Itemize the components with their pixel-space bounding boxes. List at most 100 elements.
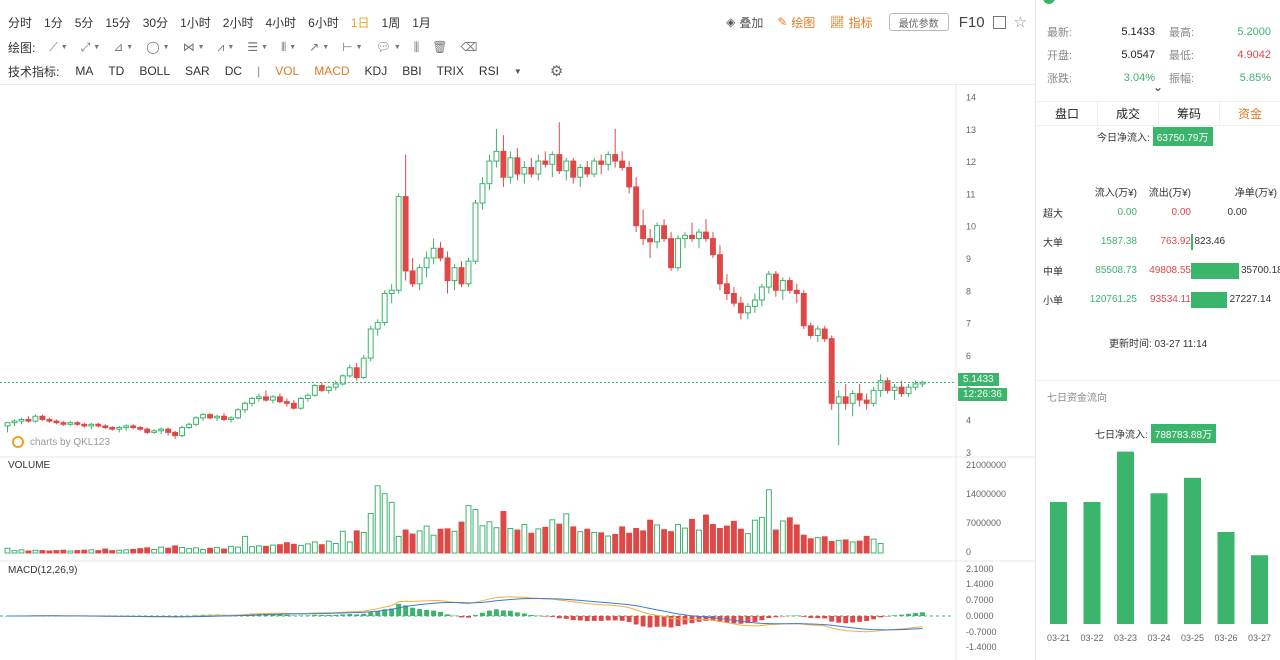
note-tool[interactable]: 💬︎ ▼ [376,40,401,54]
draw-button[interactable]: ✎ 绘图 [777,14,815,31]
tab-2[interactable]: 筹码 [1159,102,1220,125]
macd-tick-label: 1.4000 [966,579,994,589]
macd-histogram-bar [298,615,304,616]
more-indicators-icon[interactable]: ▼ [513,66,522,76]
macd-histogram-bar [829,616,835,622]
star-icon[interactable]: ☆ [1013,14,1027,31]
period-0[interactable]: 分时 [8,15,33,30]
indicator-macd[interactable]: MACD [314,64,350,78]
macd-histogram-bar [375,611,381,616]
overlay-button[interactable]: ◈ 叠加 [726,14,763,31]
period-9[interactable]: 1日 [350,15,370,30]
volume-bar [193,547,200,554]
macd-histogram-bar [584,616,590,622]
vlines-icon: ⦀ [280,39,287,54]
tab-1[interactable]: 成交 [1098,102,1159,125]
candle-body [81,423,88,427]
f10-button[interactable]: F10 [958,13,985,31]
volume-bar [179,546,186,554]
volume-bar [374,485,381,554]
fullscreen-icon[interactable] [992,15,1006,29]
chevron-down-icon[interactable]: ⌄ [1153,80,1164,94]
candle-body [772,273,779,291]
fib-tool[interactable]: ⋈ ▼ [183,40,205,54]
price-tick-label: 13 [966,125,976,135]
candle-body [193,417,200,425]
macd-histogram-bar [759,616,765,621]
volume-tick-label: 14000000 [966,489,1006,499]
volume-bar [458,521,465,554]
period-11[interactable]: 1月 [412,15,431,30]
line-tool[interactable]: ⟋ ▼ [49,40,67,55]
volume-bar [25,550,32,554]
kline-chart[interactable]: 3456789101112131421000000140000007000000… [0,0,1036,660]
volume-bar [200,548,207,554]
indicator-ma[interactable]: MA [75,64,94,78]
pattern-tool[interactable]: ⩘ ▼ [218,40,235,55]
candle-body [325,386,332,391]
indicator-dc[interactable]: DC [224,64,243,78]
flow-net-bar [1191,233,1193,250]
flow-type: 大单 [1043,238,1063,249]
macd-dea-line [7,597,923,631]
header-inflow: 流入(万¥) [1094,187,1137,199]
period-4[interactable]: 30分 [142,15,169,30]
indicator-td[interactable]: TD [108,64,125,78]
flow-out: 0.00 [1171,207,1191,218]
erase-tool[interactable]: ⌫ [461,40,478,54]
ray-tool[interactable]: ⤢ ▼ [81,40,101,55]
indicator-rsi[interactable]: RSI [478,64,499,78]
volume-bar [465,505,472,554]
period-10[interactable]: 1周 [381,15,401,30]
macd-histogram-bar [591,616,597,621]
channel-tool[interactable]: ⊿ ▼ [113,40,133,54]
volume-bar [661,529,668,554]
macd-histogram-bar [920,612,925,616]
delete-tool[interactable]: 🗑︎ [432,40,447,54]
volume-bar [46,550,53,554]
candle-body [353,367,360,378]
vlines-tool[interactable]: ⦀ ▼ [281,40,296,55]
period-1[interactable]: 1分 [44,15,63,30]
indicator-kdj[interactable]: KDJ [364,64,388,78]
candle-body [563,160,570,172]
indicator-button[interactable]: 📈︎ 指标 [829,14,872,31]
best-params-button[interactable]: 最优参数 [888,13,949,31]
circle-tool[interactable]: ◯ ▼ [146,40,169,54]
volume-bar [290,543,297,554]
period-7[interactable]: 4小时 [265,15,297,30]
macd-histogram-bar [766,616,772,619]
period-8[interactable]: 6小时 [308,15,339,30]
indicator-vol[interactable]: VOL [275,64,300,78]
price-tick-label: 11 [966,189,975,199]
flow-out: 763.92 [1160,236,1191,247]
gear-icon[interactable]: ⚙ [549,63,564,80]
tab-3[interactable]: 资金 [1237,107,1262,121]
period-5[interactable]: 1小时 [180,15,211,30]
tab-0[interactable]: 盘口 [1037,102,1098,125]
candle-body [46,418,53,422]
ray-icon: ⤢ [80,39,91,54]
candle-body [256,396,262,399]
indicator-bbi[interactable]: BBI [402,64,422,78]
bars-tool[interactable]: ⫼ [414,40,420,55]
candle-body [339,375,346,385]
indicator-sar[interactable]: SAR [185,64,210,78]
volume-bar [514,529,521,554]
measure-tool[interactable]: ⊢ ▼ [342,40,362,54]
volume-bar [570,526,577,554]
period-3[interactable]: 15分 [105,15,131,30]
candle-body [395,196,402,291]
period-6[interactable]: 2小时 [222,15,254,30]
levels-tool[interactable]: ☰ ▼ [247,40,268,54]
period-2[interactable]: 5分 [74,15,94,30]
volume-bar [535,528,542,554]
candle-body [283,401,290,404]
volume-bar [758,516,765,554]
indicator-trix[interactable]: TRIX [436,64,464,78]
indicator-boll[interactable]: BOLL [139,64,171,78]
macd-histogram-bar [340,614,346,616]
arrow-tool[interactable]: ↗ ▼ [309,40,329,54]
candle-body [493,150,500,162]
line-icon: ⟋ [49,39,58,54]
